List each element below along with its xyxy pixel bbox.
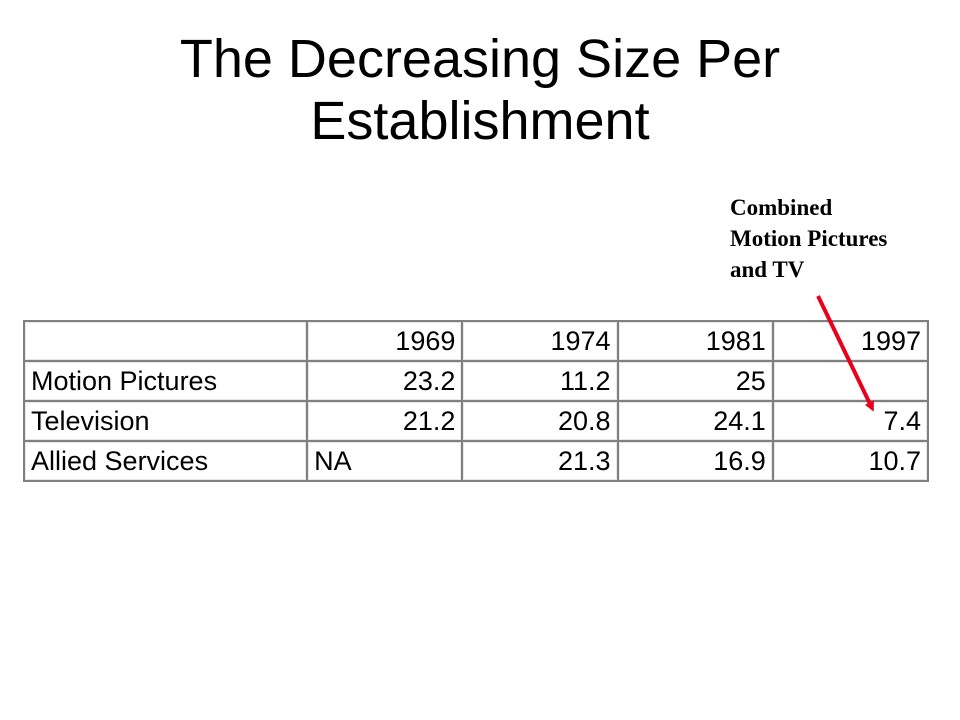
table-row-allied-services: Allied Services NA 21.3 16.9 10.7	[22, 440, 930, 482]
slide-title-line-2: Establishment	[310, 91, 650, 151]
slide-title: The Decreasing Size Per Establishment	[0, 28, 960, 152]
row-label: Allied Services	[22, 440, 309, 482]
table-row-motion-pictures: Motion Pictures 23.2 11.2 25	[22, 360, 930, 402]
annotation-line-2: Motion Pictures	[730, 226, 888, 251]
header-cell-1981: 1981	[616, 320, 774, 362]
establishment-size-table: 1969 1974 1981 1997 Motion Pictures 23.2…	[22, 320, 930, 482]
table-cell: 16.9	[616, 440, 774, 482]
table-cell: 25	[616, 360, 774, 402]
annotation-callout: Combined Motion Pictures and TV	[730, 192, 887, 285]
table-cell: 10.7	[771, 440, 930, 482]
table-cell: 7.4	[771, 400, 930, 442]
annotation-line-1: Combined	[730, 195, 833, 220]
row-label: Motion Pictures	[22, 360, 309, 402]
table-cell: 20.8	[461, 400, 619, 442]
table-cell: 24.1	[616, 400, 774, 442]
row-label: Television	[22, 400, 309, 442]
table-cell	[771, 360, 930, 402]
header-cell-1969: 1969	[306, 320, 464, 362]
annotation-line-3: and TV	[730, 257, 805, 282]
table-cell: 21.2	[306, 400, 464, 442]
table-cell: 11.2	[461, 360, 619, 402]
header-cell-1974: 1974	[461, 320, 619, 362]
table-row-television: Television 21.2 20.8 24.1 7.4	[22, 400, 930, 442]
table-header-row: 1969 1974 1981 1997	[22, 320, 930, 362]
table-cell: 21.3	[461, 440, 619, 482]
table-cell: 23.2	[306, 360, 464, 402]
header-cell-1997: 1997	[771, 320, 930, 362]
slide-title-line-1: The Decreasing Size Per	[179, 29, 781, 89]
header-cell-empty	[22, 320, 309, 362]
table-cell: NA	[306, 440, 464, 482]
